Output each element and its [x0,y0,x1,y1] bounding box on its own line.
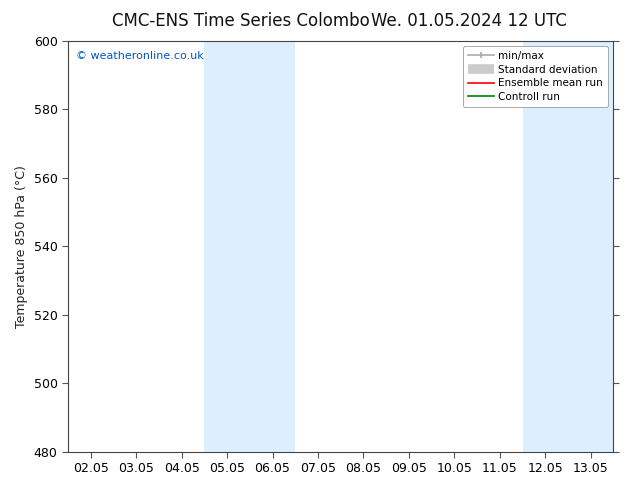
Y-axis label: Temperature 850 hPa (°C): Temperature 850 hPa (°C) [15,165,28,327]
Text: © weatheronline.co.uk: © weatheronline.co.uk [76,51,204,61]
Bar [522,41,614,452]
Bar [204,41,295,452]
Text: CMC-ENS Time Series Colombo: CMC-ENS Time Series Colombo [112,12,370,30]
Text: We. 01.05.2024 12 UTC: We. 01.05.2024 12 UTC [372,12,567,30]
Legend: min/max, Standard deviation, Ensemble mean run, Controll run: min/max, Standard deviation, Ensemble me… [463,46,608,107]
